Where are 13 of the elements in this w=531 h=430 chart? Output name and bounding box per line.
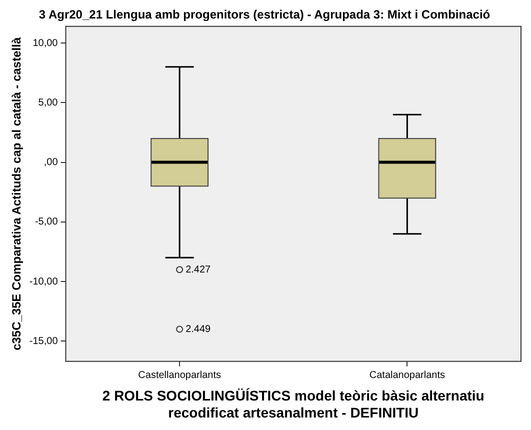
y-tick-label: -10,00 (29, 276, 58, 288)
y-tick-label: -15,00 (29, 336, 58, 347)
x-tick-label: Catalanoparlants (369, 370, 445, 382)
y-tick-label: 5,00 (38, 97, 58, 108)
y-tick-label: -5,00 (34, 216, 58, 228)
y-tick-label: ,00 (44, 157, 58, 168)
chart-title: 3 Agr20_21 Llengua amb progenitors (estricta) - Agrupada 3: Mixt i Combinació (38, 8, 490, 22)
y-tick-label: 10,00 (32, 38, 58, 49)
x-axis-title: 2 ROLS SOCIOLINGÜÍSTICS model teòric bàsic alternatiu recodificat artesanalment - DEFINITIU (102, 388, 484, 420)
annotation: 2.449 (186, 324, 212, 335)
x-tick-label: Castellanoparlants (138, 370, 221, 382)
annotation: 2.427 (186, 264, 212, 276)
y-axis-title: c35C_35E Comparativa Actituds cap al català - castellà (10, 37, 24, 350)
